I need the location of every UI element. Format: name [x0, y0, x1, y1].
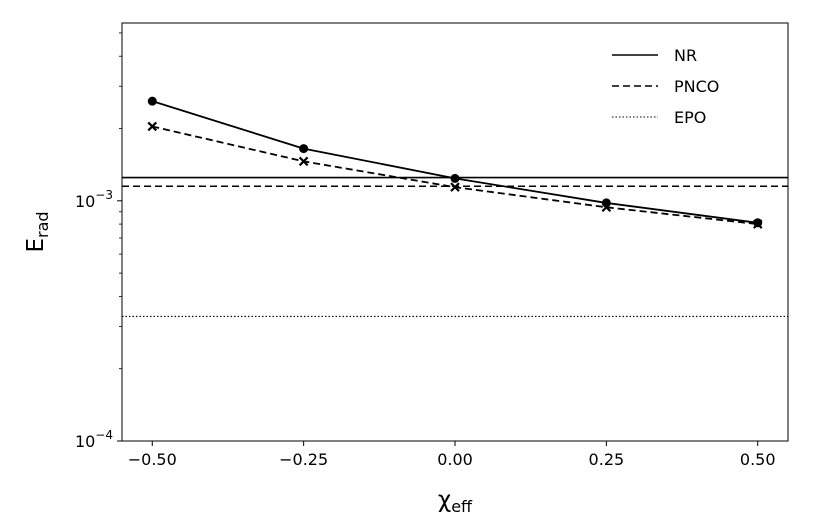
legend-label: NR — [674, 46, 697, 65]
y-tick-exponent: −4 — [95, 428, 113, 442]
legend-item-nr: NR — [612, 46, 697, 65]
y-tick-label: 10−4 — [75, 428, 113, 451]
series-line-nr — [152, 100, 758, 224]
legend-item-epo: EPO — [612, 108, 706, 127]
x-axis-label-main: χ — [438, 487, 451, 513]
x-axis-label: χeff — [438, 487, 473, 516]
series-point-nr — [147, 96, 157, 106]
x-tick-label: 0.25 — [589, 450, 625, 469]
y-axis-label-main: E — [23, 238, 49, 253]
series-point-nr — [299, 144, 309, 154]
marker-stroke — [147, 121, 158, 132]
legend: NR PNCO EPO — [612, 46, 719, 127]
y-axis-label-sub: rad — [33, 211, 52, 238]
x-tick-label: 0.50 — [740, 450, 776, 469]
x-tick-label: −0.25 — [279, 450, 328, 469]
y-tick-exponent: −3 — [95, 188, 113, 202]
series-point-nr — [450, 173, 460, 183]
marker-stroke — [752, 219, 763, 229]
legend-label: PNCO — [674, 77, 719, 96]
series-point-pnco — [601, 202, 612, 213]
series-point-pnco — [450, 182, 460, 192]
y-tick-mantissa: 10 — [75, 192, 95, 211]
marker-stroke — [298, 156, 309, 167]
legend-label: EPO — [674, 108, 706, 127]
marker-stroke — [601, 202, 612, 213]
series-point-pnco — [147, 121, 158, 132]
x-tick-label: 0.00 — [437, 450, 473, 469]
y-tick-mantissa: 10 — [75, 432, 95, 451]
series-point-pnco — [752, 219, 763, 229]
y-tick-label: 10−3 — [75, 188, 113, 211]
legend-item-pnco: PNCO — [612, 77, 719, 96]
x-axis-label-sub: eff — [451, 497, 473, 516]
marker-stroke — [450, 182, 460, 192]
series-point-pnco — [298, 156, 309, 167]
y-axis-label: Erad — [23, 211, 52, 252]
x-tick-label: −0.50 — [128, 450, 177, 469]
plot-area — [122, 96, 788, 318]
